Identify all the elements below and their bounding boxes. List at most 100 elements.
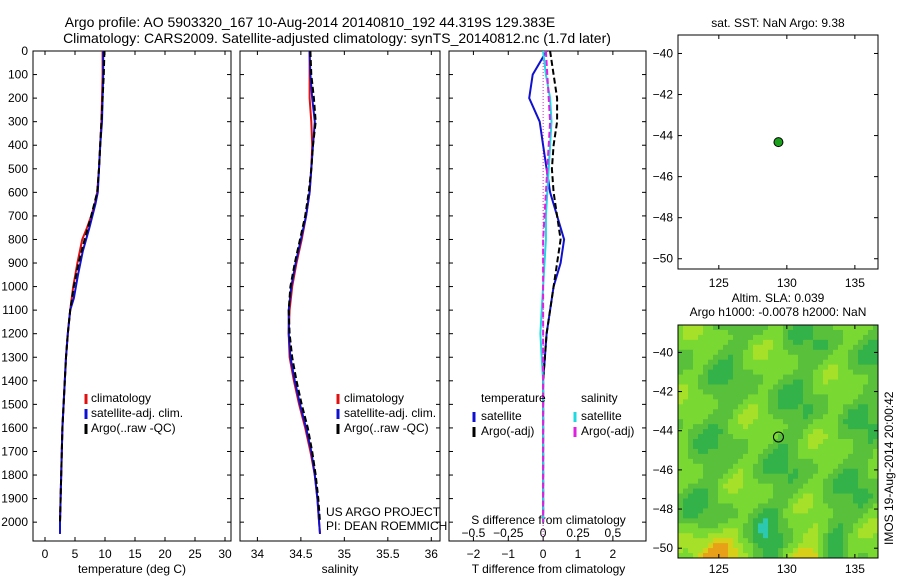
- heatmap-cell: [813, 523, 819, 529]
- heatmap-cell: [678, 523, 684, 529]
- heatmap-cell: [863, 453, 869, 460]
- heatmap-cell: [788, 478, 794, 485]
- y-tick-label: 1800: [1, 468, 28, 482]
- heatmap-cell: [698, 518, 704, 524]
- heatmap-cell: [778, 538, 784, 544]
- heatmap-cell: [748, 513, 754, 519]
- x-tick-label: 135: [845, 276, 865, 290]
- heatmap-cell: [833, 458, 839, 465]
- heatmap-cell: [873, 503, 879, 509]
- heatmap-cell: [873, 384, 879, 390]
- heatmap-cell: [733, 543, 739, 549]
- heatmap-cell: [708, 359, 714, 366]
- heatmap-cell: [873, 374, 879, 381]
- heatmap-cell: [818, 493, 824, 500]
- heatmap-cell: [748, 543, 754, 549]
- sla-panel-title-line2: Argo h1000: -0.0078 h2000: NaN: [690, 305, 867, 319]
- heatmap-cell: [693, 364, 699, 371]
- heatmap-cell: [783, 389, 789, 395]
- heatmap-cell: [818, 463, 824, 470]
- heatmap-cell: [758, 369, 764, 376]
- heatmap-cell: [758, 419, 764, 425]
- heatmap-cell: [828, 399, 834, 405]
- heatmap-cell: [773, 463, 779, 470]
- heatmap-cell: [688, 419, 694, 425]
- heatmap-cell: [848, 325, 854, 331]
- heatmap-cell: [813, 325, 819, 331]
- heatmap-cell: [758, 503, 764, 509]
- heatmap-cell: [823, 483, 829, 490]
- heatmap-cell: [828, 523, 834, 529]
- heatmap-cell: [853, 439, 859, 445]
- heatmap-cell: [803, 379, 809, 385]
- heatmap-cell: [703, 493, 709, 500]
- heatmap-cell: [748, 463, 754, 470]
- heatmap-cell: [798, 463, 804, 470]
- heatmap-cell: [863, 533, 869, 539]
- heatmap-cell: [723, 468, 729, 475]
- heatmap-cell: [693, 404, 699, 410]
- heatmap-cell: [863, 513, 869, 519]
- heatmap-cell: [798, 334, 804, 341]
- heatmap-cell: [803, 508, 809, 514]
- heatmap-cell: [808, 339, 814, 346]
- heatmap-cell: [798, 349, 804, 356]
- temperature-profile-panel: 0 5 10 15 20 25 300100200300400500600700800900…: [1, 44, 232, 576]
- heatmap-cell: [868, 394, 874, 400]
- heatmap-cell: [748, 354, 754, 361]
- heatmap-cell: [713, 468, 719, 475]
- heatmap-cell: [748, 553, 754, 559]
- heatmap-cell: [833, 404, 839, 410]
- heatmap-cell: [703, 508, 709, 514]
- heatmap-cell: [808, 325, 814, 331]
- heatmap-cell: [868, 419, 874, 425]
- heatmap-cell: [753, 533, 759, 539]
- heatmap-cell: [858, 518, 864, 524]
- heatmap-cell: [743, 518, 749, 524]
- heatmap-cell: [678, 384, 684, 390]
- heatmap-cell: [763, 384, 769, 390]
- heatmap-cell: [843, 339, 849, 346]
- heatmap-cell: [723, 379, 729, 385]
- heatmap-cell: [683, 463, 689, 470]
- heatmap-cell: [768, 503, 774, 509]
- heatmap-cell: [848, 458, 854, 465]
- plot-frame: [239, 50, 441, 542]
- heatmap-cell: [838, 443, 844, 450]
- heatmap-cell: [763, 424, 769, 430]
- heatmap-cell: [743, 369, 749, 376]
- heatmap-cell: [753, 434, 759, 440]
- heatmap-cell: [678, 414, 684, 420]
- heatmap-cell: [703, 543, 709, 549]
- heatmap-cell: [808, 399, 814, 405]
- heatmap-cell: [823, 344, 829, 351]
- heatmap-cell: [713, 498, 719, 504]
- heatmap-cell: [733, 498, 739, 504]
- heatmap-cell: [813, 364, 819, 371]
- heatmap-cell: [853, 443, 859, 450]
- heatmap-cell: [698, 329, 704, 336]
- heatmap-cell: [748, 468, 754, 475]
- heatmap-cell: [723, 344, 729, 351]
- heatmap-cell: [683, 374, 689, 381]
- heatmap-cell: [683, 334, 689, 341]
- heatmap-cell: [733, 473, 739, 480]
- heatmap-cell: [868, 399, 874, 405]
- heatmap-cell: [828, 463, 834, 470]
- heatmap-cell: [838, 553, 844, 559]
- heatmap-cell: [708, 528, 714, 534]
- heatmap-cell: [748, 384, 754, 390]
- heatmap-cell: [798, 379, 804, 385]
- heatmap-cell: [763, 463, 769, 470]
- heatmap-cell: [683, 439, 689, 445]
- x-tick-label: 34: [251, 547, 265, 561]
- heatmap-cell: [758, 493, 764, 500]
- heatmap-cell: [853, 409, 859, 415]
- heatmap-cell: [783, 548, 789, 554]
- heatmap-cell: [843, 443, 849, 450]
- heatmap-cell: [848, 463, 854, 470]
- heatmap-cell: [843, 523, 849, 529]
- heatmap-cell: [858, 503, 864, 509]
- heatmap-cell: [748, 404, 754, 410]
- heatmap-cell: [683, 503, 689, 509]
